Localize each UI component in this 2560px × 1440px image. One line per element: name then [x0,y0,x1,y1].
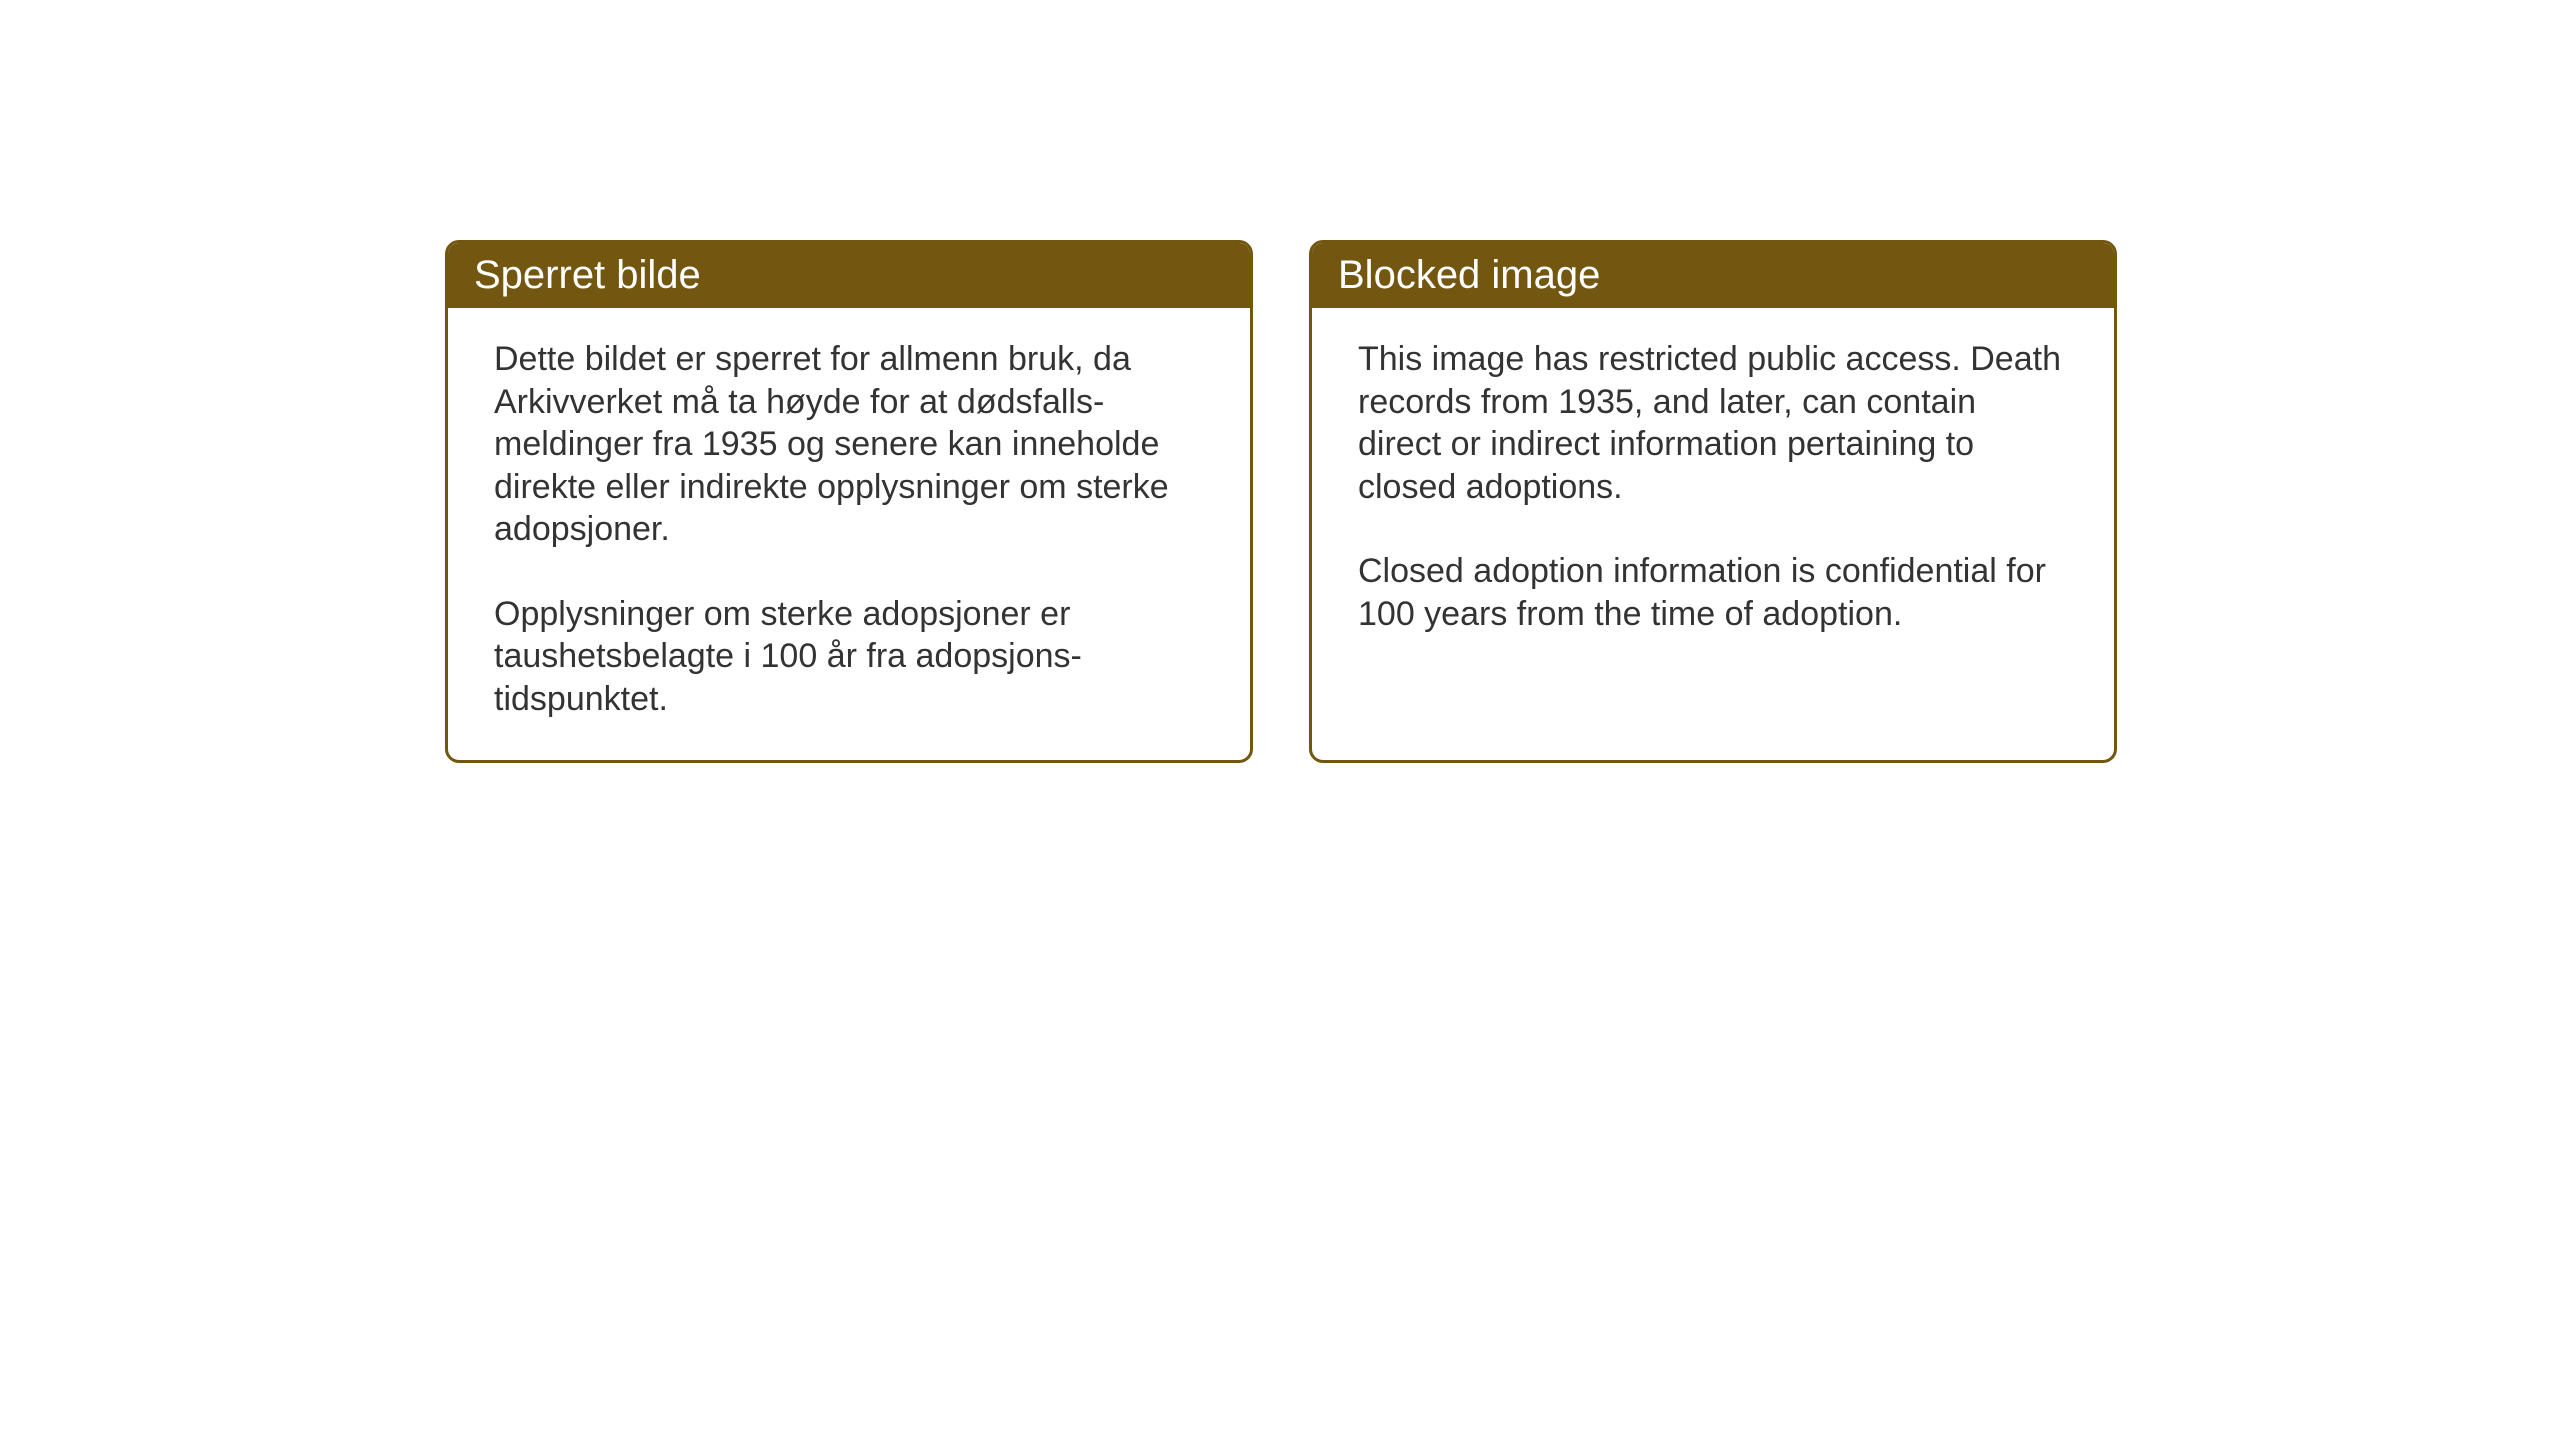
norwegian-paragraph-1: Dette bildet er sperret for allmenn bruk… [494,338,1204,551]
english-paragraph-2: Closed adoption information is confident… [1358,550,2068,635]
english-card-body: This image has restricted public access.… [1312,308,2114,744]
english-card-title: Blocked image [1312,243,2114,308]
norwegian-card: Sperret bilde Dette bildet er sperret fo… [445,240,1253,763]
english-card: Blocked image This image has restricted … [1309,240,2117,763]
english-paragraph-1: This image has restricted public access.… [1358,338,2068,508]
norwegian-card-title: Sperret bilde [448,243,1250,308]
norwegian-paragraph-2: Opplysninger om sterke adopsjoner er tau… [494,593,1204,721]
norwegian-card-body: Dette bildet er sperret for allmenn bruk… [448,308,1250,760]
cards-container: Sperret bilde Dette bildet er sperret fo… [445,240,2117,763]
